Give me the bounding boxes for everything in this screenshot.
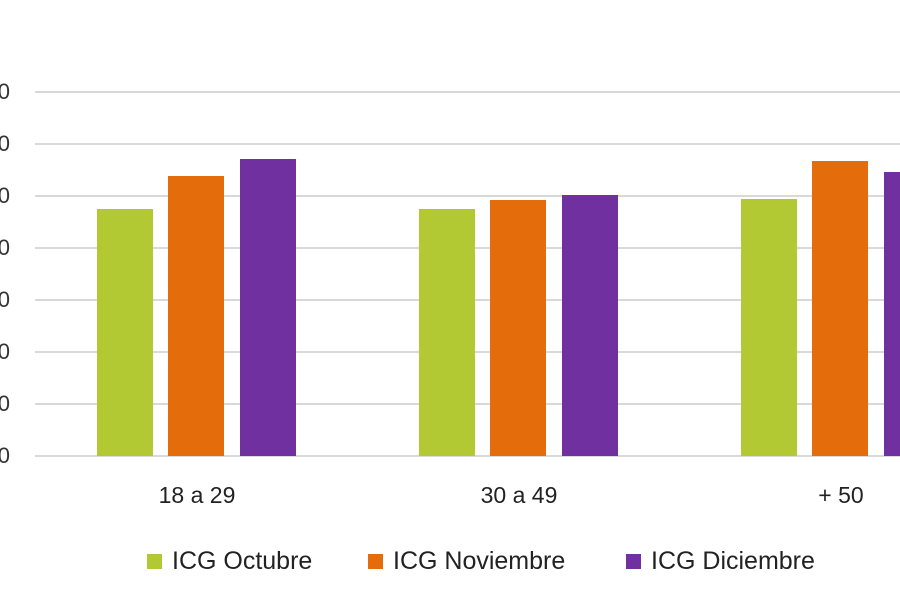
legend: ICG Octubre ICG Noviembre ICG Diciembre [0, 546, 900, 576]
bar-icg-noviembre [490, 200, 546, 456]
bar-icg-octubre [419, 209, 475, 456]
bar-icg-diciembre [562, 194, 618, 456]
gridline [35, 455, 900, 457]
gridline [35, 143, 900, 145]
y-tick-label: 0 [0, 183, 10, 208]
y-tick-label: 0 [0, 391, 10, 416]
x-tick-label: 18 a 29 [158, 482, 236, 508]
legend-label: ICG Noviembre [393, 546, 566, 575]
gridline [35, 195, 900, 197]
y-tick-label: 0 [0, 339, 10, 364]
x-tick-label: 30 a 49 [480, 482, 558, 508]
bar-icg-diciembre [240, 159, 296, 456]
bar-icg-octubre [97, 209, 153, 456]
y-tick-label: 0 [0, 443, 10, 468]
bar-icg-octubre [741, 199, 797, 456]
legend-label: ICG Diciembre [651, 546, 815, 575]
legend-label: ICG Octubre [172, 546, 313, 575]
legend-swatch-green [147, 553, 162, 569]
gridline [35, 91, 900, 93]
y-tick-label: 0 [0, 235, 10, 260]
legend-swatch-purple [626, 553, 641, 569]
y-tick-label: 0 [0, 79, 10, 104]
x-tick-label: + 50 [818, 482, 864, 508]
bar-icg-noviembre [812, 161, 868, 456]
legend-item-diciembre: ICG Diciembre [626, 546, 815, 576]
legend-item-octubre: ICG Octubre [147, 546, 312, 576]
legend-swatch-orange [368, 553, 383, 569]
bar-icg-noviembre [168, 176, 224, 456]
y-tick-label: 0 [0, 287, 10, 312]
legend-item-noviembre: ICG Noviembre [368, 546, 565, 576]
bar-icg-diciembre [884, 172, 900, 456]
y-tick-label: 0 [0, 131, 10, 156]
